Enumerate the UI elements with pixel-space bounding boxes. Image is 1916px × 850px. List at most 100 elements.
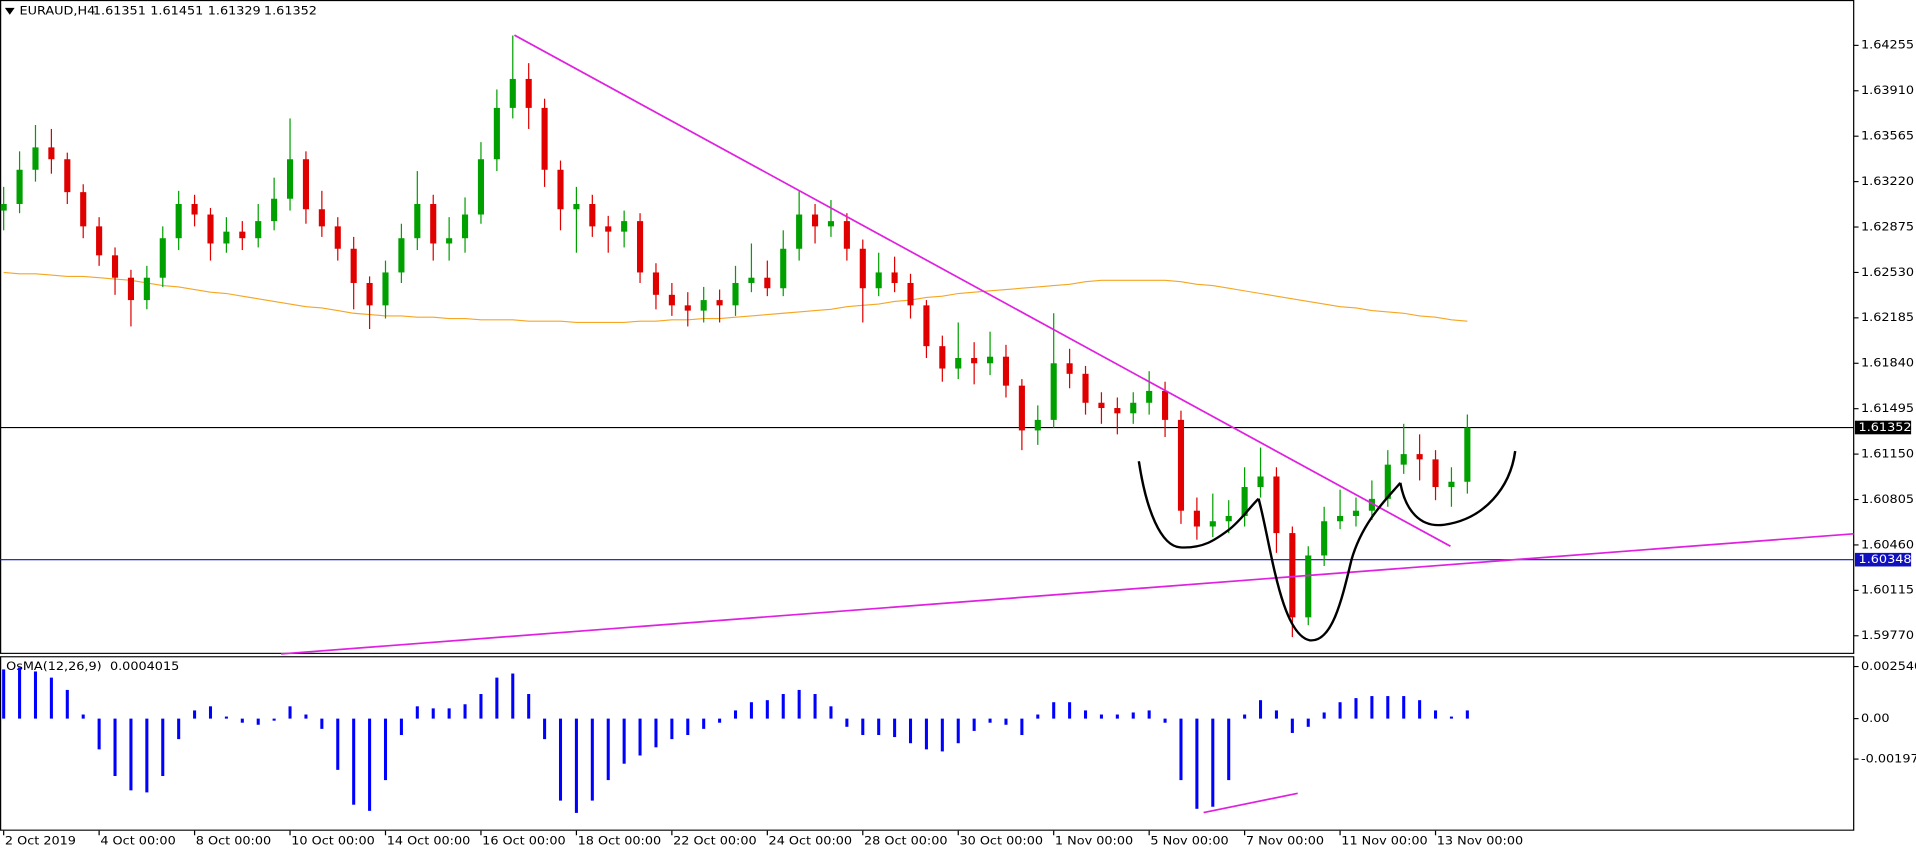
osma-bar xyxy=(1354,698,1358,719)
osma-bar xyxy=(877,718,881,736)
candle-body xyxy=(891,272,898,283)
x-tick-label: 14 Oct 00:00 xyxy=(387,834,471,847)
candle-body xyxy=(1400,454,1407,465)
candle-body xyxy=(1289,533,1296,618)
candle-body xyxy=(509,78,516,108)
y-tick-label: 1.60805 xyxy=(1861,492,1914,505)
candle-body xyxy=(668,294,675,306)
candle-body xyxy=(1130,402,1137,414)
osma-bar xyxy=(527,694,531,719)
candle-body xyxy=(1352,510,1360,516)
osma-bar xyxy=(1386,696,1390,719)
osma-bar xyxy=(1020,718,1024,736)
osma-bar xyxy=(972,718,976,731)
right-shoulder-drawing xyxy=(1399,450,1517,527)
candle-body xyxy=(971,358,978,364)
osma-bar xyxy=(208,706,213,719)
x-tick-label: 11 Nov 00:00 xyxy=(1341,834,1428,847)
candle-body xyxy=(0,203,7,211)
trendline xyxy=(280,532,1854,655)
collapse-arrow[interactable] xyxy=(4,7,15,15)
y-tick-label: 1.61495 xyxy=(1861,401,1914,414)
osma-bar xyxy=(1227,718,1231,781)
osma-last-value: 0.0004015 xyxy=(110,659,179,672)
osma-bar xyxy=(1274,710,1278,719)
candle-body xyxy=(382,272,389,306)
osma-bar xyxy=(288,706,292,719)
candle-body xyxy=(398,238,405,273)
header-close: 1.61352 xyxy=(264,4,317,17)
osma-bar xyxy=(940,718,944,752)
candle-body xyxy=(1209,521,1216,527)
candle-body xyxy=(477,159,485,215)
y-tick-label: 1.61150 xyxy=(1861,447,1914,460)
price-label: 1.60348 xyxy=(1859,552,1912,565)
osma-bar xyxy=(511,673,515,719)
x-tick-label: 16 Oct 00:00 xyxy=(482,834,566,847)
candle-body xyxy=(796,214,803,249)
osma-bar xyxy=(368,718,372,811)
osma-bar xyxy=(797,689,801,719)
candle-body xyxy=(859,248,866,289)
trendline xyxy=(513,34,1451,547)
osma-bar xyxy=(686,718,690,736)
osma-bar xyxy=(415,706,419,719)
osma-bar xyxy=(1052,702,1056,719)
osma-bar xyxy=(813,694,817,719)
x-tick-label: 8 Oct 00:00 xyxy=(196,834,272,847)
osma-panel-frame xyxy=(0,656,1855,831)
osma-bar xyxy=(1402,696,1406,719)
osma-bar xyxy=(1211,718,1215,807)
price-label-bg xyxy=(1854,420,1912,435)
osma-bar xyxy=(2,669,6,719)
osma-bar xyxy=(399,718,403,736)
osma-bar xyxy=(1131,712,1135,719)
osma-bar xyxy=(1004,718,1008,725)
osma-bar xyxy=(177,718,181,740)
x-tick-label: 18 Oct 00:00 xyxy=(578,834,662,847)
osma-bar xyxy=(18,667,22,719)
candle-body xyxy=(1193,510,1200,527)
osma-bar xyxy=(1370,696,1374,719)
osma-bar xyxy=(988,718,992,723)
candle-body xyxy=(605,226,612,232)
osma-bar xyxy=(161,718,165,777)
candle-body xyxy=(780,248,787,289)
head-drawing xyxy=(1257,482,1402,642)
osma-bar xyxy=(193,710,197,719)
candle-body xyxy=(1305,555,1312,618)
y-tick-label: 1.60460 xyxy=(1861,538,1914,551)
osma-bar xyxy=(1243,714,1247,719)
candle-body xyxy=(1177,419,1185,511)
osma-bar xyxy=(924,718,928,750)
candle-body xyxy=(684,305,691,311)
candle-body xyxy=(80,192,87,227)
candle-body xyxy=(334,226,341,249)
candle-body xyxy=(32,147,39,170)
candle-body xyxy=(493,107,500,160)
candle-body xyxy=(636,221,644,273)
osma-bar xyxy=(1195,718,1199,809)
osma-bar xyxy=(320,718,324,729)
osma-bar xyxy=(383,718,388,781)
osma-bar xyxy=(1163,718,1167,723)
osma-bar xyxy=(1068,702,1072,719)
osma-bar xyxy=(702,718,706,729)
osma-bar xyxy=(1147,710,1151,719)
osma-bar xyxy=(49,677,53,719)
osma-bar xyxy=(447,708,451,719)
candle-body xyxy=(16,169,23,204)
candle-body xyxy=(1241,487,1248,516)
osma-bar xyxy=(1290,718,1294,733)
candle-body xyxy=(223,231,230,244)
candle-body xyxy=(1384,464,1391,499)
candle-body xyxy=(255,221,262,239)
candle-body xyxy=(1432,459,1439,488)
osma-bar xyxy=(65,689,69,719)
candle-body xyxy=(1162,390,1169,420)
osma-bar xyxy=(718,718,722,723)
candle-body xyxy=(127,277,134,301)
osma-bar xyxy=(749,702,753,719)
